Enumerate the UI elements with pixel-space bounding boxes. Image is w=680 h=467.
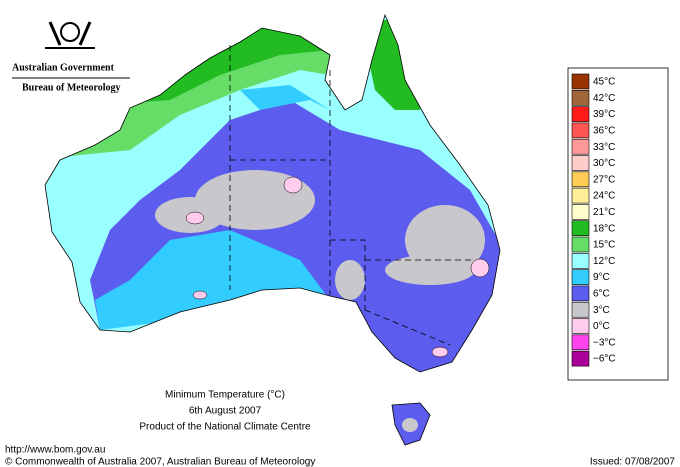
legend: 45°C 42°C 39°C 36°C 33°C 30°C 27°C 24°C 21°C 18°C… [571,73,616,367]
map-title: Minimum Temperature (°C) [165,390,285,401]
copyright: © Commonwealth of Australia 2007, Austra… [5,457,315,467]
legend-label: 12°C [593,256,615,267]
map-subtitle: Product of the National Climate Centre [139,422,311,433]
legend-swatch [571,122,590,139]
url: http://www.bom.gov.au [5,445,105,456]
legend-swatch [571,155,590,171]
legend-label: −6°C [593,354,616,365]
legend-label: 33°C [593,142,615,153]
legend-swatch [571,220,590,236]
legend-label: 3°C [593,305,610,316]
agency: Australian Government [12,62,115,73]
legend-label: −3°C [593,337,616,348]
legend-swatch [571,269,590,285]
legend-swatch [571,253,590,269]
state-borders [229,45,475,346]
legend-label: 15°C [593,240,615,251]
legend-label: 39°C [593,109,615,120]
issued: Issued: 07/08/2007 [590,457,676,467]
legend-label: 24°C [593,191,615,202]
legend-swatch [571,90,590,106]
map-date: 6th August 2007 [189,406,262,417]
tasmania-zone [402,418,418,432]
legend-swatch [571,318,590,334]
legend-label: 0°C [593,321,610,332]
legend-swatch [571,285,590,302]
legend-swatch [571,236,590,253]
legend-swatch [571,73,590,90]
legend-label: 30°C [593,158,615,169]
legend-label: 21°C [593,207,615,218]
legend-label: 36°C [593,126,615,137]
legend-swatch [571,301,590,318]
temperature-map [45,15,500,372]
legend-label: 45°C [593,77,615,88]
legend-label: 18°C [593,223,615,234]
legend-swatch [571,350,590,367]
legend-label: 6°C [593,289,610,300]
legend-swatch [571,171,590,188]
legend-swatch [571,187,590,204]
legend-swatch [571,334,590,351]
legend-swatch [571,138,590,155]
legend-label: 27°C [593,174,615,185]
crest [45,21,95,49]
legend-swatch [571,204,590,220]
bureau: Bureau of Meteorology [22,82,121,93]
legend-label: 9°C [593,272,610,283]
legend-label: 42°C [593,93,615,104]
legend-swatch [571,106,590,122]
